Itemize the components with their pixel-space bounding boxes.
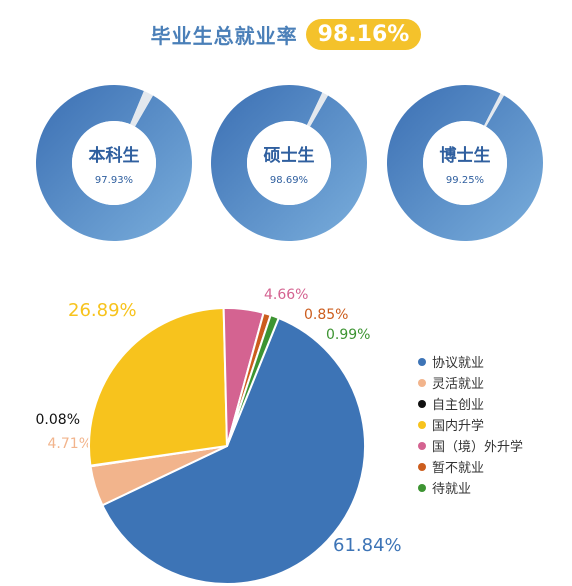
donut-ring-1 <box>35 84 192 242</box>
pie-label-5: 4.66% <box>264 287 308 303</box>
pie-label-1: 61.84% <box>333 535 402 556</box>
donut-hole-1 <box>72 121 156 205</box>
legend-marker-6 <box>418 463 426 471</box>
pie-label-6: 0.85% <box>304 307 348 323</box>
pie-label-4: 26.89% <box>68 300 137 321</box>
legend-label-2: 灵活就业 <box>432 377 484 392</box>
legend-label-5: 国（境）外升学 <box>432 439 523 455</box>
pie-label-3: 0.08% <box>36 412 80 428</box>
donut-title-2: 硕士生 <box>264 145 315 166</box>
legend-label-1: 协议就业 <box>432 356 484 371</box>
donut-gap-2 <box>306 92 328 127</box>
legend-label-7: 待就业 <box>432 482 471 497</box>
legend-label-6: 暂不就业 <box>432 461 484 476</box>
overall-rate-badge: 98.16% <box>305 18 422 50</box>
pie-label-2: 4.71% <box>48 436 92 452</box>
donut-ring-2 <box>211 85 368 242</box>
legend-marker-5 <box>418 442 426 450</box>
donut-gap-3 <box>484 93 504 127</box>
donut-value-1: 97.93% <box>95 175 133 186</box>
donut-value-2: 98.69% <box>270 175 308 186</box>
page-title: 毕业生总就业率 <box>150 23 298 48</box>
legend-label-4: 国内升学 <box>432 418 484 434</box>
pie-slice-1 <box>101 316 366 585</box>
donut-hole-2 <box>247 121 331 205</box>
pie-slice-4 <box>88 307 229 467</box>
donut-ring-3 <box>387 84 543 242</box>
pie-label-7: 0.99% <box>326 327 370 343</box>
header: 毕业生总就业率 98.16% <box>0 14 572 54</box>
legend-label-3: 自主创业 <box>432 398 484 413</box>
donut-title-1: 本科生 <box>89 145 140 166</box>
legend-marker-7 <box>418 484 426 492</box>
donut-value-3: 99.25% <box>446 175 484 186</box>
pie-slice-7 <box>226 313 280 447</box>
legend-marker-3 <box>418 400 426 408</box>
donut-gap-1 <box>130 90 153 127</box>
legend-marker-2 <box>418 379 426 387</box>
legend-marker-1 <box>418 358 426 366</box>
legend-marker-4 <box>418 421 426 429</box>
donut-title-3: 博士生 <box>440 145 491 166</box>
donut-hole-3 <box>423 121 507 205</box>
